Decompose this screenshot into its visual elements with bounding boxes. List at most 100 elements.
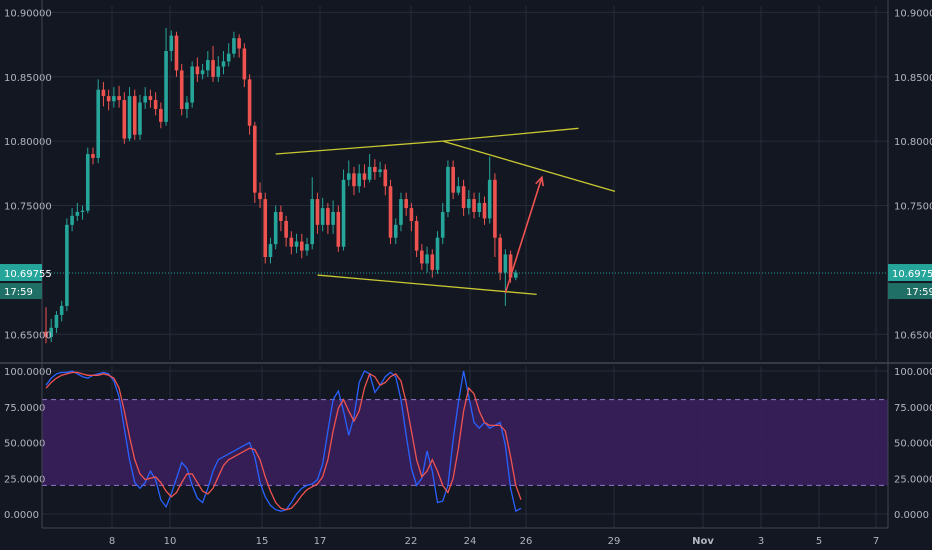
candle-up bbox=[294, 241, 299, 247]
lower-trendline bbox=[317, 274, 537, 295]
candle-up bbox=[425, 254, 429, 264]
candle-up bbox=[487, 179, 492, 219]
candle-up bbox=[59, 305, 64, 315]
candle-down bbox=[159, 108, 163, 122]
price-tick-label-left: 10.85000 bbox=[4, 73, 52, 84]
price-tick-label-right: 10.85000 bbox=[894, 73, 932, 84]
stoch-band bbox=[42, 399, 888, 486]
stoch-tick-label-left: 75.0000 bbox=[4, 403, 45, 414]
candle-down bbox=[174, 35, 179, 71]
candle-down bbox=[279, 211, 283, 221]
candle-up bbox=[357, 173, 361, 187]
candle-up bbox=[310, 199, 315, 245]
candle-down bbox=[211, 60, 215, 77]
price-tick-label-left: 10.90000 bbox=[4, 8, 52, 19]
price-tick-label-right: 10.90000 bbox=[894, 8, 932, 19]
stoch-tick-label-left: 25.0000 bbox=[4, 474, 45, 485]
candle-up bbox=[232, 38, 236, 54]
candle-down bbox=[122, 99, 127, 139]
candle-down bbox=[414, 220, 419, 251]
stoch-tick-label-right: 75.0000 bbox=[894, 403, 932, 414]
price-tag-value-left: 10.69755 bbox=[4, 269, 52, 280]
candle-down bbox=[373, 166, 377, 173]
x-tick-label: 26 bbox=[520, 536, 533, 547]
candle-down bbox=[106, 96, 111, 102]
candle-up bbox=[185, 102, 189, 109]
stoch-tick-label-right: 100.0000 bbox=[894, 367, 932, 378]
stoch-tick-label-left: 100.0000 bbox=[4, 367, 52, 378]
candle-down bbox=[315, 199, 320, 225]
price-tag-right bbox=[888, 264, 932, 282]
x-tick-label: 3 bbox=[758, 536, 764, 547]
candle-up bbox=[200, 70, 205, 75]
stoch-tick-label-right: 0.0000 bbox=[894, 510, 929, 521]
candle-up bbox=[75, 211, 80, 216]
stoch-d-line bbox=[45, 371, 522, 511]
x-tick-label: 10 bbox=[164, 536, 177, 547]
candle-up bbox=[65, 224, 69, 306]
stoch-k-line bbox=[45, 370, 522, 513]
candle-down bbox=[482, 202, 487, 219]
candle-up bbox=[164, 51, 168, 122]
candle-up bbox=[54, 314, 59, 328]
candle-up bbox=[305, 244, 309, 251]
candle-down bbox=[508, 254, 513, 278]
candle-up bbox=[393, 224, 398, 238]
candle-up bbox=[346, 173, 351, 180]
candle-up bbox=[80, 210, 85, 212]
candle-down bbox=[253, 125, 257, 193]
candle-up bbox=[127, 96, 132, 139]
candle-down bbox=[101, 89, 106, 97]
candle-up bbox=[320, 208, 325, 225]
candle-up bbox=[367, 166, 372, 180]
candle-up bbox=[112, 96, 116, 102]
candle-up bbox=[138, 102, 142, 135]
candle-down bbox=[179, 70, 184, 109]
candle-down bbox=[132, 96, 137, 135]
stoch-tick-label-left: 0.0000 bbox=[4, 510, 39, 521]
candle-down bbox=[299, 241, 304, 251]
stoch-lines bbox=[45, 370, 522, 513]
stoch-tick-label-right: 50.0000 bbox=[894, 439, 932, 450]
candle-up bbox=[226, 53, 231, 62]
candle-up bbox=[446, 166, 450, 212]
candle-down bbox=[472, 199, 476, 212]
countdown-value-left: 17:59 bbox=[4, 287, 33, 298]
candle-up bbox=[467, 199, 471, 209]
candle-up bbox=[341, 179, 346, 247]
candle-down bbox=[498, 237, 502, 273]
candle-down bbox=[148, 96, 153, 100]
candle-up bbox=[169, 35, 174, 52]
price-tick-label-right: 10.75000 bbox=[894, 202, 932, 213]
candle-up bbox=[399, 199, 403, 225]
x-tick-label: Nov bbox=[692, 536, 714, 547]
candle-up bbox=[216, 66, 221, 77]
countdown-tag-left bbox=[0, 283, 42, 300]
price-tick-label-left: 10.65000 bbox=[4, 330, 52, 341]
candle-up bbox=[96, 89, 100, 158]
candle-down bbox=[388, 186, 393, 238]
countdown-value-right: 17:59 bbox=[906, 287, 932, 298]
candle-up bbox=[435, 237, 440, 270]
candle-down bbox=[404, 199, 408, 209]
stoch-tick-label-right: 25.0000 bbox=[894, 474, 932, 485]
candle-down bbox=[284, 220, 288, 238]
candles bbox=[44, 27, 518, 344]
candle-up bbox=[143, 96, 147, 103]
x-tick-label: 15 bbox=[256, 536, 269, 547]
price-tick-label-right: 10.80000 bbox=[894, 137, 932, 148]
channel-line bbox=[442, 140, 616, 192]
candle-up bbox=[503, 254, 508, 273]
candle-down bbox=[352, 173, 356, 187]
x-tick-label: 17 bbox=[314, 536, 327, 547]
candle-down bbox=[383, 169, 388, 187]
stoch-tick-label-left: 50.0000 bbox=[4, 439, 45, 450]
candle-up bbox=[331, 211, 335, 225]
candle-up bbox=[268, 244, 273, 258]
candle-down bbox=[430, 254, 435, 270]
countdown-tag-right bbox=[888, 283, 932, 300]
price-tag-left bbox=[0, 264, 42, 282]
price-tick-label-right: 10.65000 bbox=[894, 330, 932, 341]
candle-up bbox=[477, 202, 482, 212]
